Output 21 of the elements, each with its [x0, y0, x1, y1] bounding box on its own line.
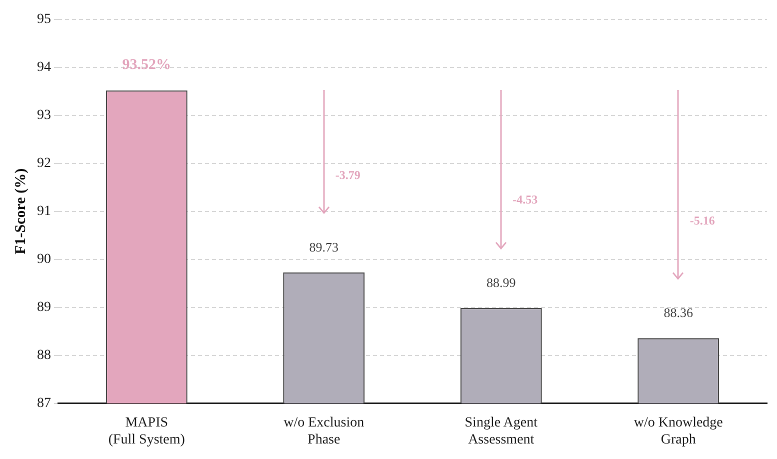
y-axis-title: F1-Score (%) — [12, 168, 29, 254]
y-tick-label: 90 — [37, 252, 51, 268]
y-tick-label: 95 — [37, 12, 51, 28]
y-tick-label: 89 — [37, 300, 51, 316]
data-label: 93.52% — [122, 56, 171, 73]
data-label: 89.73 — [309, 239, 338, 254]
x-tick-label: w/o Exclusion Phase — [284, 415, 364, 448]
y-tick-label: 91 — [37, 204, 51, 220]
data-label: 88.36 — [664, 305, 694, 320]
annotation: -3.79 — [335, 168, 360, 182]
data-label: 88.99 — [486, 274, 516, 290]
y-tick-label: 92 — [37, 156, 51, 172]
y-tick-label: 94 — [37, 60, 51, 76]
x-tick-label: MAPIS (Full System) — [108, 415, 186, 448]
x-tick-label: w/o Knowledge Graph — [634, 415, 723, 448]
x-tick-label: Single Agent Assessment — [464, 415, 538, 448]
annotation: -5.16 — [690, 213, 715, 228]
y-tick-label: 93 — [37, 108, 51, 124]
y-tick-label: 87 — [37, 396, 51, 412]
annotation: -4.53 — [512, 192, 538, 207]
y-tick-label: 88 — [37, 348, 51, 364]
